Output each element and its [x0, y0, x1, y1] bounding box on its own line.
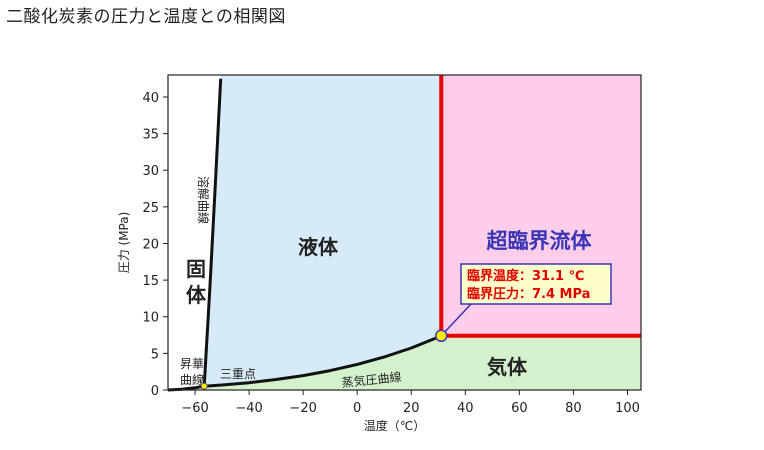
gas-label: 気体: [487, 355, 528, 379]
melting-curve-label: 溶解曲線: [196, 176, 211, 224]
critical-callout-box: [460, 263, 612, 305]
critical-boundaries-layer: [439, 75, 641, 338]
markers-layer: [200, 329, 448, 390]
vapor-pressure-curve-label: 蒸気圧曲線: [341, 369, 402, 390]
x-tick-label: 20: [403, 401, 420, 416]
triple-point-marker: [200, 382, 208, 390]
y-tick-label: 15: [142, 274, 159, 289]
y-tick-label: 5: [151, 347, 159, 362]
vapor-pressure-curve: [204, 334, 442, 388]
liquid-region: [204, 75, 442, 387]
y-tick-label: 25: [142, 201, 159, 216]
x-tick-label: −60: [181, 401, 208, 416]
page-title: 二酸化炭素の圧力と温度との相関図: [6, 7, 286, 27]
x-axis-title: 温度（℃）: [364, 418, 425, 433]
sublimation-label-line2: 曲線: [180, 372, 204, 387]
axes-layer: −60 −40 −20 0 20 40 60 80 100 0 5 10 15 20 25 30 35 40 温度（…: [117, 74, 642, 433]
x-tick-label: 100: [615, 401, 640, 416]
solid-label-line1: 固: [186, 257, 206, 281]
y-tick-label: 35: [142, 128, 159, 143]
triple-point-label: 三重点: [220, 367, 256, 381]
y-tick-label: 30: [142, 164, 159, 179]
x-tick-label: 40: [457, 401, 474, 416]
liquid-label: 液体: [298, 235, 339, 259]
critical-temperature-text: 臨界温度：31.1 ℃: [467, 268, 584, 284]
critical-point-marker: [435, 329, 448, 343]
y-axis-title: 圧力 (MPa): [117, 212, 131, 274]
x-tick-label: −40: [235, 401, 262, 416]
x-tick-label: 60: [511, 401, 528, 416]
y-tick-label: 0: [151, 384, 159, 399]
y-tick-label: 40: [142, 91, 159, 106]
callout-leader: [440, 303, 472, 337]
y-tick-label: 10: [142, 311, 159, 326]
gas-region: [168, 335, 641, 390]
x-tick-label: 80: [565, 401, 582, 416]
plot-frame: [167, 74, 642, 391]
melting-curve: [202, 78, 223, 387]
solid-label-line2: 体: [186, 283, 207, 307]
sublimation-label-line1: 昇華: [180, 357, 204, 371]
supercritical-label: 超臨界流体: [487, 229, 593, 253]
critical-pressure-text: 臨界圧力：7.4 MPa: [467, 286, 590, 302]
y-tick-label: 20: [142, 237, 159, 252]
x-tick-label: −20: [289, 401, 316, 416]
x-tick-label: 0: [353, 401, 361, 416]
